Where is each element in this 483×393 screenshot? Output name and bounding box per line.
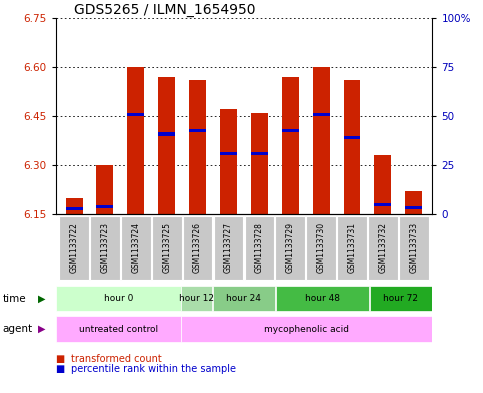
Text: agent: agent <box>2 324 32 334</box>
Text: hour 72: hour 72 <box>384 294 418 303</box>
Text: GSM1133724: GSM1133724 <box>131 222 141 273</box>
Text: percentile rank within the sample: percentile rank within the sample <box>71 364 236 375</box>
Text: GSM1133722: GSM1133722 <box>70 222 79 273</box>
Text: GSM1133725: GSM1133725 <box>162 222 171 273</box>
Bar <box>189 129 206 132</box>
Bar <box>343 80 360 214</box>
Text: GSM1133732: GSM1133732 <box>378 222 387 273</box>
Bar <box>306 215 336 280</box>
Bar <box>158 77 175 214</box>
Bar <box>66 198 83 214</box>
Text: GSM1133726: GSM1133726 <box>193 222 202 273</box>
Bar <box>56 286 181 311</box>
Bar <box>275 215 305 280</box>
Text: GSM1133723: GSM1133723 <box>100 222 110 273</box>
Bar <box>59 215 89 280</box>
Bar <box>282 129 298 132</box>
Bar <box>368 215 398 280</box>
Bar <box>313 113 329 116</box>
Text: GSM1133730: GSM1133730 <box>317 222 326 273</box>
Bar <box>276 286 369 311</box>
Bar <box>399 215 428 280</box>
Text: hour 48: hour 48 <box>305 294 340 303</box>
Bar <box>97 165 114 214</box>
Bar <box>220 109 237 214</box>
Bar <box>213 215 243 280</box>
Bar <box>97 205 114 208</box>
Bar <box>152 215 182 280</box>
Bar <box>370 286 432 311</box>
Bar <box>244 215 274 280</box>
Text: GSM1133733: GSM1133733 <box>409 222 418 273</box>
Text: GSM1133731: GSM1133731 <box>347 222 356 273</box>
Text: hour 24: hour 24 <box>227 294 261 303</box>
Text: GSM1133729: GSM1133729 <box>286 222 295 273</box>
Bar <box>374 155 391 214</box>
Bar <box>66 207 83 210</box>
Text: GDS5265 / ILMN_1654950: GDS5265 / ILMN_1654950 <box>74 3 256 17</box>
Bar <box>189 80 206 214</box>
Bar <box>337 215 367 280</box>
Bar <box>158 132 175 136</box>
Bar <box>182 286 212 311</box>
Bar <box>213 286 275 311</box>
Text: mycophenolic acid: mycophenolic acid <box>264 325 349 334</box>
Bar <box>183 215 213 280</box>
Text: GSM1133727: GSM1133727 <box>224 222 233 273</box>
Bar <box>313 67 329 214</box>
Bar <box>90 215 120 280</box>
Text: hour 0: hour 0 <box>104 294 133 303</box>
Text: hour 12: hour 12 <box>179 294 214 303</box>
Bar <box>121 215 151 280</box>
Bar <box>282 77 298 214</box>
Bar <box>251 113 268 214</box>
Bar <box>128 113 144 116</box>
Text: ▶: ▶ <box>38 324 46 334</box>
Bar <box>56 316 181 342</box>
Bar <box>374 203 391 206</box>
Text: ▶: ▶ <box>38 294 46 304</box>
Bar <box>405 206 422 209</box>
Text: GSM1133728: GSM1133728 <box>255 222 264 273</box>
Bar <box>251 152 268 155</box>
Text: time: time <box>2 294 26 304</box>
Text: untreated control: untreated control <box>79 325 158 334</box>
Bar <box>405 191 422 214</box>
Bar <box>182 316 432 342</box>
Bar <box>220 152 237 155</box>
Bar <box>343 136 360 139</box>
Text: ■: ■ <box>56 354 65 364</box>
Text: transformed count: transformed count <box>71 354 162 364</box>
Text: ■: ■ <box>56 364 65 375</box>
Bar <box>128 67 144 214</box>
